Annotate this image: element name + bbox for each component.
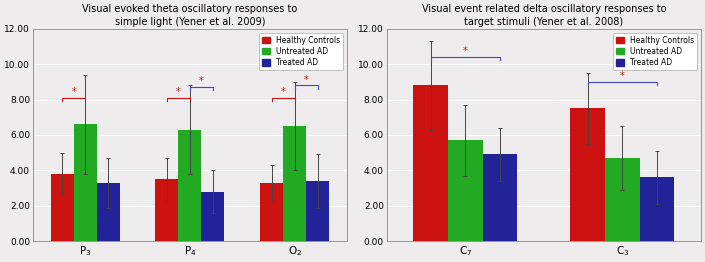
Text: *: * bbox=[281, 87, 286, 97]
Legend: Healthy Controls, Untreated AD, Treated AD: Healthy Controls, Untreated AD, Treated … bbox=[259, 32, 343, 70]
Bar bbox=[283, 126, 306, 241]
Bar bbox=[155, 179, 178, 241]
Bar bbox=[73, 124, 97, 241]
Bar bbox=[413, 85, 448, 241]
Bar bbox=[482, 155, 517, 241]
Bar bbox=[605, 158, 639, 241]
Text: *: * bbox=[71, 87, 76, 97]
Bar bbox=[306, 181, 329, 241]
Title: Visual event related delta oscillatory responses to
target stimuli (Yener et al.: Visual event related delta oscillatory r… bbox=[422, 4, 666, 26]
Bar bbox=[178, 130, 202, 241]
Title: Visual evoked theta oscillatory responses to
simple light (Yener et al. 2009): Visual evoked theta oscillatory response… bbox=[82, 4, 298, 26]
Bar bbox=[448, 140, 482, 241]
Bar bbox=[639, 177, 674, 241]
Legend: Healthy Controls, Untreated AD, Treated AD: Healthy Controls, Untreated AD, Treated … bbox=[613, 32, 697, 70]
Text: *: * bbox=[463, 46, 467, 56]
Bar bbox=[97, 183, 120, 241]
Text: *: * bbox=[199, 76, 204, 86]
Text: *: * bbox=[176, 87, 180, 97]
Text: *: * bbox=[620, 71, 625, 81]
Bar bbox=[51, 174, 73, 241]
Bar bbox=[570, 108, 605, 241]
Bar bbox=[202, 192, 224, 241]
Bar bbox=[260, 183, 283, 241]
Text: *: * bbox=[304, 74, 309, 85]
